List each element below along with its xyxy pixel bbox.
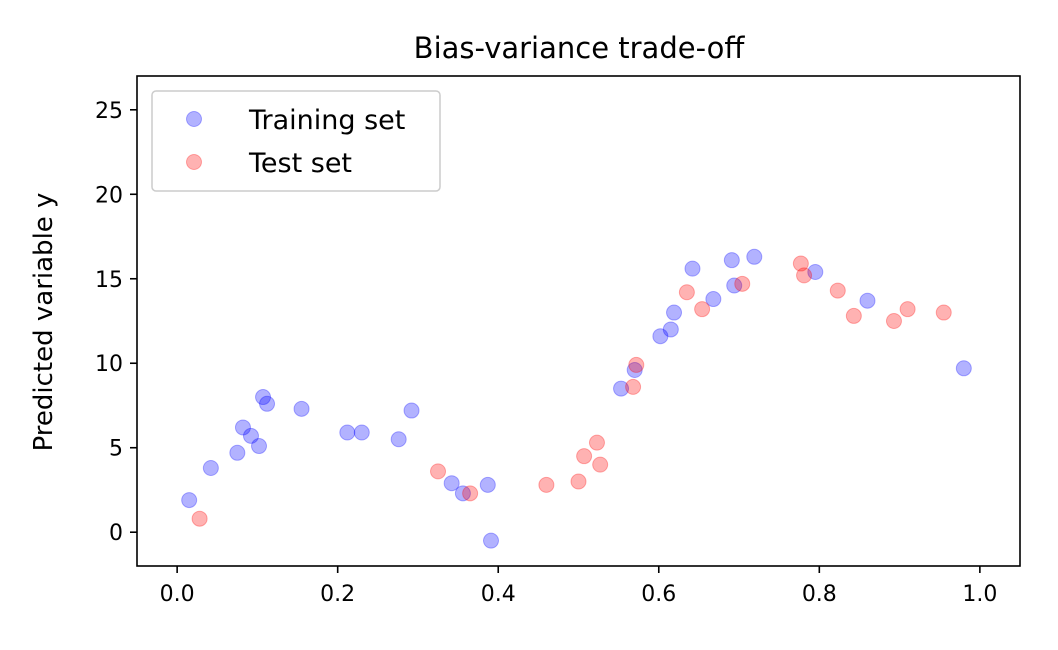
data-point [181,492,198,509]
data-point [483,532,500,549]
legend-box [151,90,441,192]
data-point [462,485,479,502]
legend-marker [186,154,202,170]
data-point [613,380,630,397]
chart-title: Bias-variance trade-off [414,31,746,65]
data-point [626,362,643,378]
data-point [746,248,763,265]
data-point [576,448,593,465]
series-test-set [191,255,952,527]
data-point [678,284,695,301]
data-point [807,264,824,280]
data-point [403,402,420,419]
data-point [242,427,259,444]
data-point [538,476,555,493]
data-point [293,400,310,417]
data-point [666,304,683,321]
y-tick-label: 0 [109,521,123,546]
legend-label: Training set [248,105,405,136]
x-tick-label: 0.6 [641,582,676,607]
data-point [255,389,272,406]
data-point [625,378,642,395]
data-point [652,328,669,345]
data-point [592,456,609,473]
data-point [234,419,251,436]
data-point [859,292,876,309]
data-point [734,275,751,292]
data-point [845,307,862,324]
data-point [628,356,645,373]
data-point [339,424,356,441]
data-point [353,424,370,441]
plot-area: 0.0 0.2 0.4 0.6 0.8 1.0 0 5 10 15 20 25 [95,75,1021,607]
data-point [955,360,972,377]
data-point [792,255,809,272]
data-point [390,431,407,448]
y-tick-label: 5 [109,437,123,462]
data-point [443,475,460,492]
data-point [570,473,587,490]
axes-frame [136,75,1021,567]
data-point [796,267,813,284]
legend: Training set Test set [151,90,441,192]
data-point [684,260,701,277]
x-tick-label: 0.2 [320,582,355,607]
x-tick-label: 0.4 [481,582,516,607]
data-point [885,313,902,329]
data-point [935,304,952,321]
legend-label: Test set [248,148,352,179]
x-tick-label: 1.0 [962,582,997,607]
data-point [694,301,711,318]
y-axis-label: Predicted variable y [29,193,59,452]
data-point [229,444,246,461]
data-point [430,463,447,480]
data-point [726,277,743,294]
data-point [251,438,268,455]
data-point [662,321,679,338]
x-tick-label: 0.8 [802,582,837,607]
legend-marker [186,111,202,127]
data-point [191,510,208,527]
data-point [479,476,496,493]
series-training-set [181,248,972,549]
data-point [588,434,605,451]
y-tick-label: 25 [95,99,123,124]
data-point [202,460,219,476]
data-point [723,252,740,269]
data-point [705,291,722,308]
data-point [454,485,471,502]
x-tick-label: 0.0 [160,582,195,607]
y-tick-label: 10 [95,352,123,377]
y-tick-label: 15 [95,268,123,293]
y-tick-label: 20 [95,183,123,208]
data-point [259,395,276,412]
data-point [829,282,846,299]
data-point [899,301,916,318]
